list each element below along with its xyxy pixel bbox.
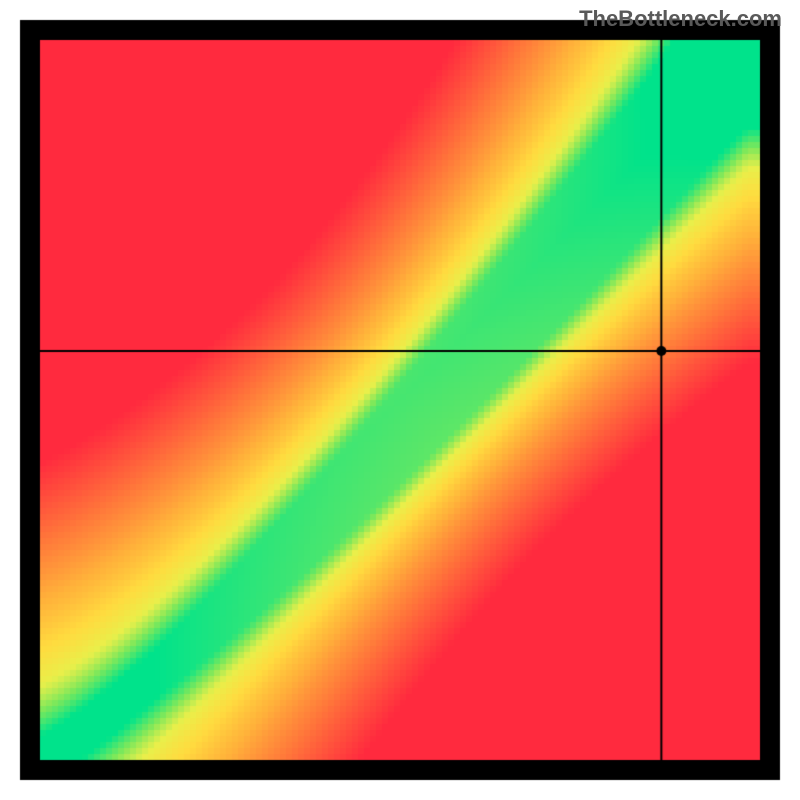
bottleneck-heatmap <box>0 0 800 800</box>
